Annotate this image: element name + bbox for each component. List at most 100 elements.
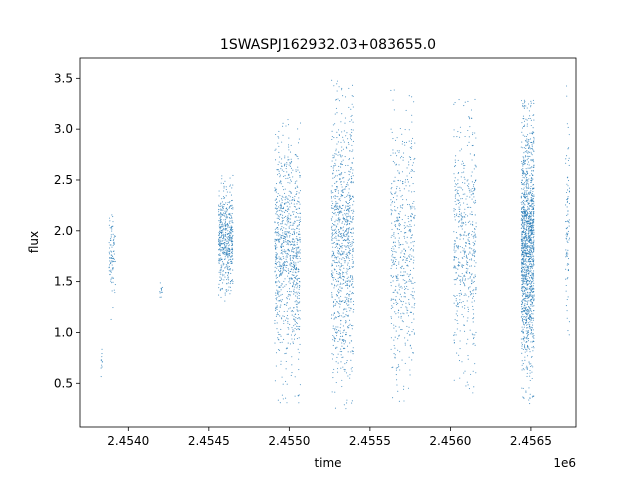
- data-point: [349, 276, 351, 278]
- data-point: [224, 247, 226, 249]
- data-point: [529, 147, 531, 149]
- data-point: [337, 326, 339, 328]
- data-point: [290, 202, 293, 204]
- data-point: [222, 282, 224, 284]
- data-point: [293, 330, 295, 332]
- data-point: [398, 365, 400, 367]
- data-point: [523, 236, 525, 238]
- data-point: [332, 344, 334, 346]
- data-point: [331, 238, 333, 240]
- data-point: [474, 251, 476, 253]
- data-point: [296, 185, 298, 187]
- data-point: [335, 261, 338, 264]
- data-point: [523, 268, 525, 270]
- data-point: [408, 221, 410, 223]
- data-point: [526, 171, 528, 173]
- data-point: [281, 199, 283, 201]
- data-point: [280, 183, 282, 185]
- data-point: [524, 290, 526, 292]
- data-point: [281, 207, 283, 210]
- data-point: [340, 332, 342, 334]
- data-point: [458, 360, 461, 362]
- data-point: [529, 375, 531, 377]
- data-point: [463, 202, 465, 204]
- data-point: [463, 215, 465, 217]
- data-point: [531, 204, 533, 206]
- data-point: [282, 264, 284, 266]
- data-point: [411, 170, 413, 172]
- data-point: [274, 221, 276, 223]
- data-point: [522, 363, 524, 365]
- data-point: [400, 267, 402, 269]
- data-point: [224, 210, 226, 212]
- data-point: [466, 300, 468, 302]
- data-point: [298, 284, 300, 286]
- data-point: [227, 232, 230, 234]
- data-point: [473, 183, 475, 186]
- data-point: [297, 395, 299, 397]
- data-point: [346, 254, 348, 256]
- data-point: [343, 275, 345, 277]
- data-point: [470, 206, 472, 208]
- data-point: [349, 342, 351, 344]
- data-point: [296, 251, 298, 253]
- data-point: [526, 163, 529, 165]
- data-point: [282, 271, 284, 273]
- data-point: [521, 174, 523, 176]
- data-point: [340, 361, 342, 363]
- data-point: [402, 204, 404, 206]
- data-point: [297, 169, 299, 171]
- data-point: [223, 274, 225, 276]
- data-point: [568, 157, 570, 159]
- data-point: [522, 245, 524, 247]
- data-point: [460, 302, 462, 304]
- data-point: [288, 226, 290, 228]
- data-point: [527, 218, 529, 220]
- data-point: [336, 80, 339, 82]
- data-point: [391, 234, 393, 237]
- data-point: [340, 245, 342, 247]
- data-point: [454, 177, 456, 179]
- data-point: [342, 300, 344, 302]
- data-point: [218, 239, 220, 241]
- data-point: [532, 133, 534, 135]
- data-point: [522, 183, 524, 185]
- data-point: [524, 344, 526, 346]
- data-point: [224, 213, 226, 215]
- data-point: [458, 200, 460, 202]
- data-point: [221, 175, 223, 177]
- data-point: [284, 285, 286, 287]
- data-point: [453, 231, 455, 233]
- data-point: [282, 398, 284, 400]
- data-point: [530, 233, 532, 235]
- data-point: [221, 205, 223, 207]
- y-tick-label: 3.0: [54, 122, 73, 136]
- data-point: [347, 351, 349, 353]
- data-point: [533, 195, 535, 197]
- data-point: [285, 210, 287, 212]
- data-point: [220, 279, 222, 281]
- data-point: [474, 265, 476, 267]
- data-point: [339, 212, 341, 214]
- data-point: [467, 215, 469, 217]
- data-point: [530, 263, 532, 265]
- data-point: [567, 196, 569, 198]
- data-point: [568, 147, 570, 149]
- data-point: [288, 209, 290, 211]
- y-tick-label: 1.0: [54, 325, 73, 339]
- data-point: [457, 203, 459, 205]
- data-point: [525, 253, 527, 255]
- data-point: [280, 265, 282, 267]
- data-point: [461, 280, 463, 282]
- data-point: [394, 244, 396, 246]
- data-point: [293, 222, 295, 224]
- data-point: [394, 299, 396, 301]
- data-point: [331, 138, 333, 141]
- data-point: [532, 261, 534, 263]
- y-axis-label: flux: [27, 231, 41, 253]
- data-point: [219, 253, 221, 255]
- data-point: [286, 256, 289, 258]
- data-point: [458, 208, 460, 210]
- data-point: [526, 229, 528, 231]
- data-point: [525, 209, 527, 211]
